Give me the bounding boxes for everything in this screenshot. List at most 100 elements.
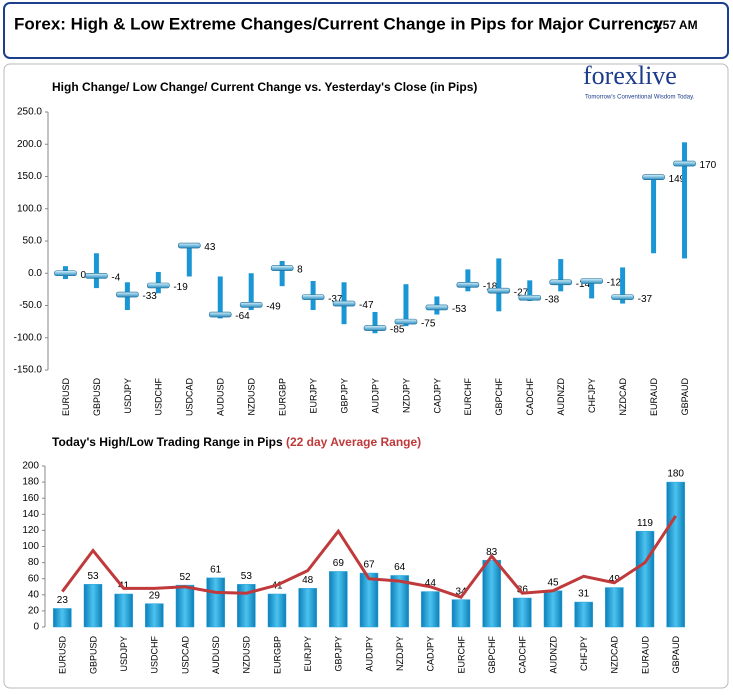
x-tick-label: USDJPY [119, 636, 129, 672]
current-marker [208, 311, 232, 318]
bar [206, 577, 225, 628]
x-tick-label: CHFJPY [579, 636, 589, 671]
current-marker [487, 287, 511, 294]
x-tick-label: GBPAUD [671, 636, 681, 674]
x-tick-label: AUDUSD [211, 636, 221, 675]
value-label: -12 [607, 278, 622, 289]
value-label: 180 [667, 469, 684, 480]
bar [482, 559, 501, 628]
current-marker [425, 304, 449, 311]
header-box [3, 2, 729, 59]
y-tick-label: 20 [28, 606, 40, 617]
bar [53, 608, 72, 628]
bar [175, 584, 195, 628]
y-tick-label: 150.0 [17, 171, 42, 182]
value-label: -75 [421, 318, 436, 329]
y-tick-label: 160 [22, 493, 39, 504]
bar [298, 588, 317, 628]
chart-title: Today's High/Low Trading Range in Pips (… [52, 435, 421, 449]
y-tick-label: 200.0 [17, 139, 42, 150]
chart-title-text: Today's High/Low Trading Range in Pips [52, 435, 283, 449]
value-label: 43 [204, 242, 216, 253]
x-tick-label: GBPUSD [92, 378, 102, 417]
value-label: 34 [455, 586, 467, 597]
value-label: -85 [390, 325, 405, 336]
value-label: -64 [235, 311, 250, 322]
y-tick-label: 0.0 [28, 268, 42, 279]
bar [666, 481, 685, 628]
current-marker [518, 294, 542, 301]
x-tick-label: AUDNZD [556, 378, 566, 416]
value-label: 29 [149, 590, 161, 601]
x-tick-label: AUDJPY [370, 378, 380, 414]
value-label: 53 [241, 571, 253, 582]
legend-line: (22 day Average Range) [286, 435, 421, 449]
value-label: 149 [669, 174, 686, 185]
bar [605, 587, 624, 628]
x-tick-label: GBPCHF [487, 636, 497, 674]
y-tick-label: 100 [22, 541, 39, 552]
bar [359, 572, 379, 628]
current-marker [239, 302, 263, 308]
range-bar [558, 259, 564, 292]
x-tick-label: USDJPY [123, 378, 133, 414]
current-marker [54, 270, 77, 277]
x-tick-label: GBPJPY [334, 636, 344, 672]
range-bar [248, 273, 254, 311]
chart-panel [3, 63, 729, 689]
value-label: 64 [394, 562, 406, 573]
current-marker [394, 318, 418, 325]
current-marker [270, 265, 294, 271]
current-marker [301, 294, 325, 300]
value-label: 83 [486, 547, 498, 558]
value-label: 0 [80, 270, 86, 281]
value-label: -27 [514, 287, 529, 298]
range-bar [496, 258, 502, 312]
value-label: 69 [333, 558, 345, 569]
bar [83, 584, 103, 628]
range-bar [217, 276, 223, 319]
current-marker [177, 242, 201, 249]
bar [513, 597, 532, 628]
x-tick-label: USDCHF [150, 635, 160, 673]
x-tick-label: EURAUD [640, 636, 650, 675]
x-tick-label: EURUSD [58, 636, 68, 675]
current-marker [456, 282, 480, 288]
y-tick-label: 60 [28, 573, 40, 584]
range-bar [651, 177, 657, 254]
bar [421, 591, 440, 628]
bar [451, 599, 471, 628]
value-label: 170 [700, 160, 717, 171]
range-bar [465, 269, 471, 292]
average-line [61, 515, 677, 599]
x-tick-label: CADJPY [426, 636, 436, 672]
value-label: 52 [179, 572, 191, 583]
value-label: -47 [359, 300, 374, 311]
current-marker [642, 174, 665, 180]
bar [635, 530, 655, 628]
x-tick-label: EURGBP [278, 378, 288, 416]
bar [237, 584, 256, 628]
value-label: -38 [545, 294, 560, 305]
value-label: 67 [363, 560, 375, 571]
chart-title: High Change/ Low Change/ Current Change … [52, 80, 477, 94]
range-bar [279, 260, 285, 287]
x-tick-label: NZDUSD [247, 378, 257, 416]
x-tick-label: USDCHF [154, 377, 164, 415]
value-label: 53 [87, 571, 99, 582]
y-tick-label: -150.0 [14, 365, 43, 376]
y-tick-label: 120 [22, 525, 39, 536]
value-label: 119 [637, 518, 653, 529]
bar [114, 593, 133, 628]
x-tick-label: GBPCHF [494, 378, 504, 416]
range-bar [93, 253, 99, 289]
y-tick-label: -50.0 [19, 300, 42, 311]
header-title: Forex: High & Low Extreme Changes/Curren… [14, 14, 663, 33]
value-label: 44 [425, 578, 437, 589]
value-label: 48 [302, 575, 314, 586]
x-tick-label: CADCHF [518, 635, 528, 673]
range-bar [682, 142, 688, 259]
bar [329, 571, 348, 628]
value-label: 61 [210, 565, 222, 576]
